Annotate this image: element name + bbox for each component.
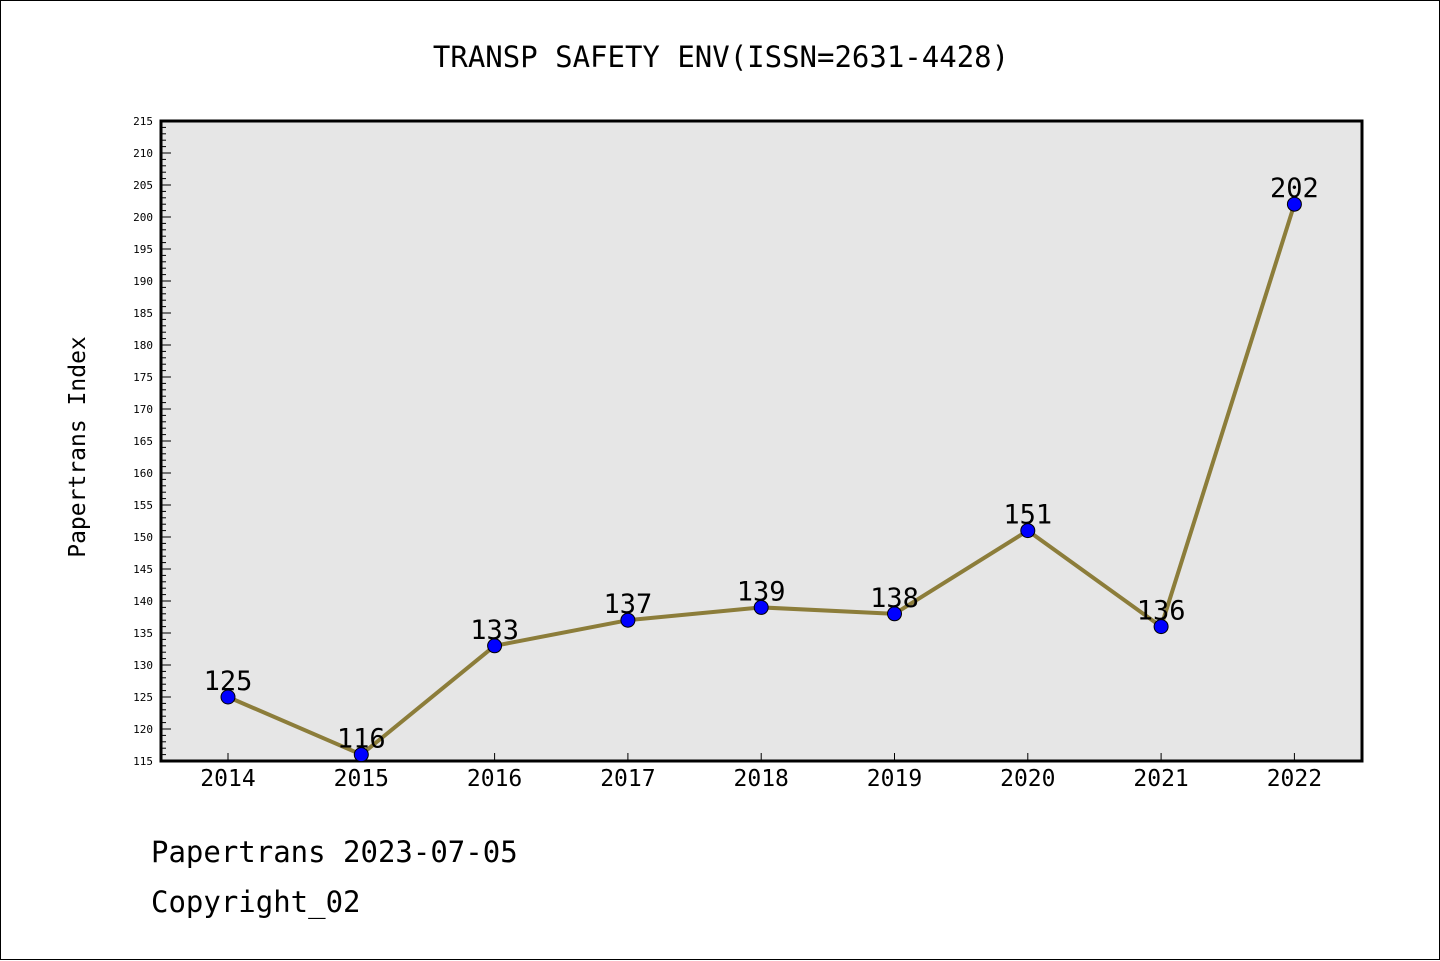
y-tick-label: 170 (133, 403, 153, 416)
y-tick-label: 205 (133, 179, 153, 192)
y-tick-label: 130 (133, 659, 153, 672)
y-tick-label: 165 (133, 435, 153, 448)
data-point-marker (487, 638, 503, 654)
footer-date-line: Papertrans 2023-07-05 (151, 835, 518, 869)
data-label: 136 (1137, 596, 1186, 627)
plot-area (159, 119, 1364, 763)
data-label: 202 (1270, 173, 1319, 204)
x-tick-label: 2018 (734, 766, 789, 792)
y-tick-label: 175 (133, 371, 153, 384)
data-point-marker (220, 689, 236, 705)
series-layer: 125 116 133 137 139 138 151 136 202 (204, 173, 1319, 763)
data-point-marker (887, 606, 902, 622)
x-tick-label: 2014 (200, 766, 255, 792)
data-label: 137 (604, 589, 653, 620)
y-tick-label: 155 (133, 499, 153, 512)
y-tick-label: 115 (133, 755, 153, 768)
y-tick-label: 125 (133, 691, 153, 704)
x-tick-label: 2016 (467, 766, 522, 792)
y-axis-label: Papertrans Index (65, 336, 91, 558)
y-tick-label: 180 (133, 339, 153, 352)
y-axis-ticks: 115 120 125 130 135 140 145 150 155 160 165 170 175 1… (133, 115, 171, 768)
chart-title: TRANSP SAFETY ENV(ISSN=2631-4428) (433, 40, 1009, 74)
data-label: 151 (1003, 500, 1052, 531)
y-tick-label: 160 (133, 467, 153, 480)
y-tick-label: 120 (133, 723, 153, 736)
y-tick-label: 185 (133, 307, 153, 320)
x-tick-label: 2022 (1267, 766, 1322, 792)
data-label: 138 (870, 583, 919, 614)
y-tick-label: 200 (133, 211, 153, 224)
x-axis-ticks: 2014 2015 2016 2017 2018 2019 2020 2021 2022 (200, 753, 1322, 792)
x-tick-label: 2017 (600, 766, 655, 792)
x-tick-label: 2021 (1133, 766, 1188, 792)
data-label: 125 (204, 666, 253, 697)
footer-copyright-line: Copyright_02 (151, 885, 361, 919)
data-point-marker (753, 599, 769, 615)
y-tick-label: 135 (133, 627, 153, 640)
data-point-marker (1286, 196, 1302, 212)
data-point-marker (1153, 619, 1169, 635)
data-label: 116 (337, 724, 386, 755)
y-tick-label: 210 (133, 147, 153, 160)
data-point-marker (620, 612, 636, 628)
data-label: 139 (737, 576, 786, 607)
y-tick-label: 195 (133, 243, 153, 256)
x-tick-label: 2015 (334, 766, 389, 792)
y-tick-label: 140 (133, 595, 153, 608)
y-tick-label: 145 (133, 563, 153, 576)
y-tick-label: 150 (133, 531, 153, 544)
y-tick-label: 215 (133, 115, 153, 128)
data-label: 133 (470, 615, 519, 646)
x-tick-label: 2020 (1000, 766, 1055, 792)
x-tick-label: 2019 (867, 766, 922, 792)
data-point-marker (1020, 523, 1036, 539)
data-point-marker (353, 747, 369, 763)
y-tick-label: 190 (133, 275, 153, 288)
